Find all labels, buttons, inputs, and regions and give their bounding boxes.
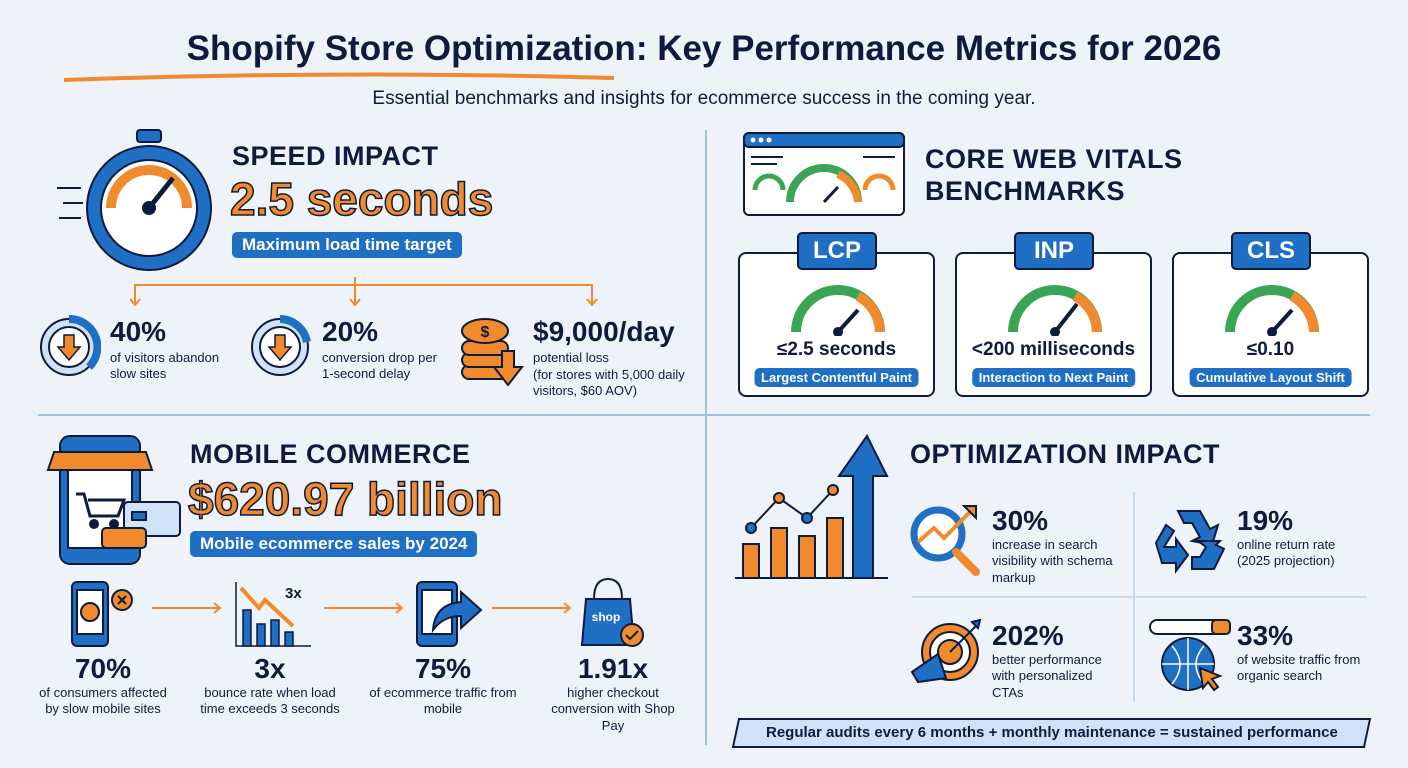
stat-desc: increase in search visibility with schem… [992, 537, 1113, 585]
vital-value: ≤2.5 seconds [776, 339, 897, 360]
recycle-icon [1154, 510, 1226, 574]
vital-card-lcp: ≤2.5 seconds Largest Contentful Paint [738, 252, 935, 397]
icon-label: 3x [285, 585, 302, 602]
mobile-value: $620.97 billion [187, 473, 503, 525]
vital-desc: Largest Contentful Paint [754, 368, 919, 387]
stat-desc: of website traffic from organic search [1237, 652, 1361, 684]
icon-label: shop [592, 610, 621, 624]
stat-value: $9,000/day [533, 316, 675, 347]
stat-desc: conversion drop per 1-second delay [322, 350, 437, 382]
declining-chart-icon: 3x [235, 582, 311, 647]
vital-card-cls: ≤0.10 Cumulative Layout Shift [1172, 252, 1369, 397]
browser-gauges-icon [743, 132, 905, 216]
stat-value: 33% [1237, 620, 1294, 651]
stat-desc: of ecommerce traffic from mobile [369, 685, 517, 717]
flow-arrow-icon [152, 602, 222, 614]
mobile-heading: MOBILE COMMERCE [190, 439, 471, 469]
stat-desc: bounce rate when load time exceeds 3 sec… [200, 685, 340, 717]
stat-value: 40% [110, 316, 167, 347]
speed-pill: Maximum load time target [232, 232, 462, 258]
title-underline [63, 72, 615, 82]
vital-desc: Cumulative Layout Shift [1189, 368, 1352, 387]
page-title: Shopify Store Optimization: Key Performa… [186, 29, 1222, 68]
stat-value: 70% [74, 653, 132, 684]
stat-value: 3x [254, 653, 286, 684]
vitals-heading-line1: CORE WEB VITALS [925, 144, 1183, 174]
coins-down-icon: $ [461, 318, 525, 387]
stat-value: 20% [322, 316, 379, 347]
vertical-divider [705, 130, 707, 745]
stat-note: (for stores with 5,000 daily visitors, $… [533, 367, 685, 399]
shop-pay-bag-icon: shop [580, 577, 644, 647]
stat-desc: better performance with personalized CTA… [992, 652, 1102, 700]
gauge-icon [791, 285, 885, 336]
speed-value: 2.5 seconds [229, 173, 494, 225]
stat-value: 30% [992, 505, 1049, 536]
horizontal-divider [38, 414, 1370, 416]
maintenance-banner: Regular audits every 6 months + monthly … [731, 718, 1372, 748]
vital-label: INP [1014, 232, 1094, 270]
banner-text: Regular audits every 6 months + monthly … [765, 724, 1338, 741]
mobile-pill: Mobile ecommerce sales by 2024 [190, 531, 478, 557]
down-arrow-ring-icon [40, 315, 101, 376]
globe-search-icon [1149, 619, 1231, 692]
grid-divider-h [912, 596, 1367, 598]
stat-value: 75% [414, 653, 472, 684]
vitals-heading-line2: BENCHMARKS [925, 176, 1125, 207]
phone-arrow-icon [416, 581, 483, 647]
stat-desc: higher checkout conversion with Shop Pay [551, 685, 675, 733]
vital-value: ≤0.10 [1246, 339, 1295, 360]
mobile-storefront-icon [46, 435, 181, 565]
vitals-heading: CORE WEB VITALS BENCHMARKS [925, 143, 1183, 208]
vital-label: LCP [797, 232, 877, 270]
flow-arrow-icon [492, 602, 572, 614]
stat-value: 202% [992, 620, 1064, 651]
optimization-heading: OPTIMIZATION IMPACT [910, 439, 1220, 469]
stat-desc: of visitors abandon slow sites [110, 350, 220, 382]
gauge-icon [1008, 285, 1102, 336]
page-subtitle: Essential benchmarks and insights for ec… [372, 88, 1036, 109]
flow-arrow-icon [324, 602, 404, 614]
stat-value: 19% [1237, 505, 1294, 536]
stat-value: 1.91x [577, 653, 649, 684]
svg-text:$: $ [481, 324, 490, 341]
vital-label: CLS [1231, 232, 1311, 270]
speed-heading: SPEED IMPACT [232, 141, 439, 171]
stat-desc: online return rate (2025 projection) [1237, 537, 1336, 569]
vital-value: <200 milliseconds [971, 339, 1136, 360]
target-megaphone-icon [910, 618, 982, 684]
angry-phone-icon [71, 581, 133, 647]
down-arrow-ring-icon [251, 315, 311, 376]
branch-arrows [130, 277, 598, 307]
vital-desc: Interaction to Next Paint [971, 368, 1136, 387]
stat-desc: of consumers affected by slow mobile sit… [39, 685, 167, 717]
growth-chart-icon [735, 434, 889, 579]
search-trend-icon [910, 505, 980, 576]
gauge-icon [1225, 285, 1319, 336]
stopwatch-icon [57, 129, 212, 271]
stat-desc: potential loss [533, 350, 609, 365]
vital-card-inp: <200 milliseconds Interaction to Next Pa… [955, 252, 1152, 397]
